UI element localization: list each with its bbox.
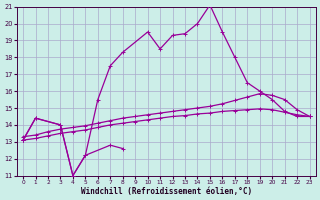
X-axis label: Windchill (Refroidissement éolien,°C): Windchill (Refroidissement éolien,°C) xyxy=(81,187,252,196)
